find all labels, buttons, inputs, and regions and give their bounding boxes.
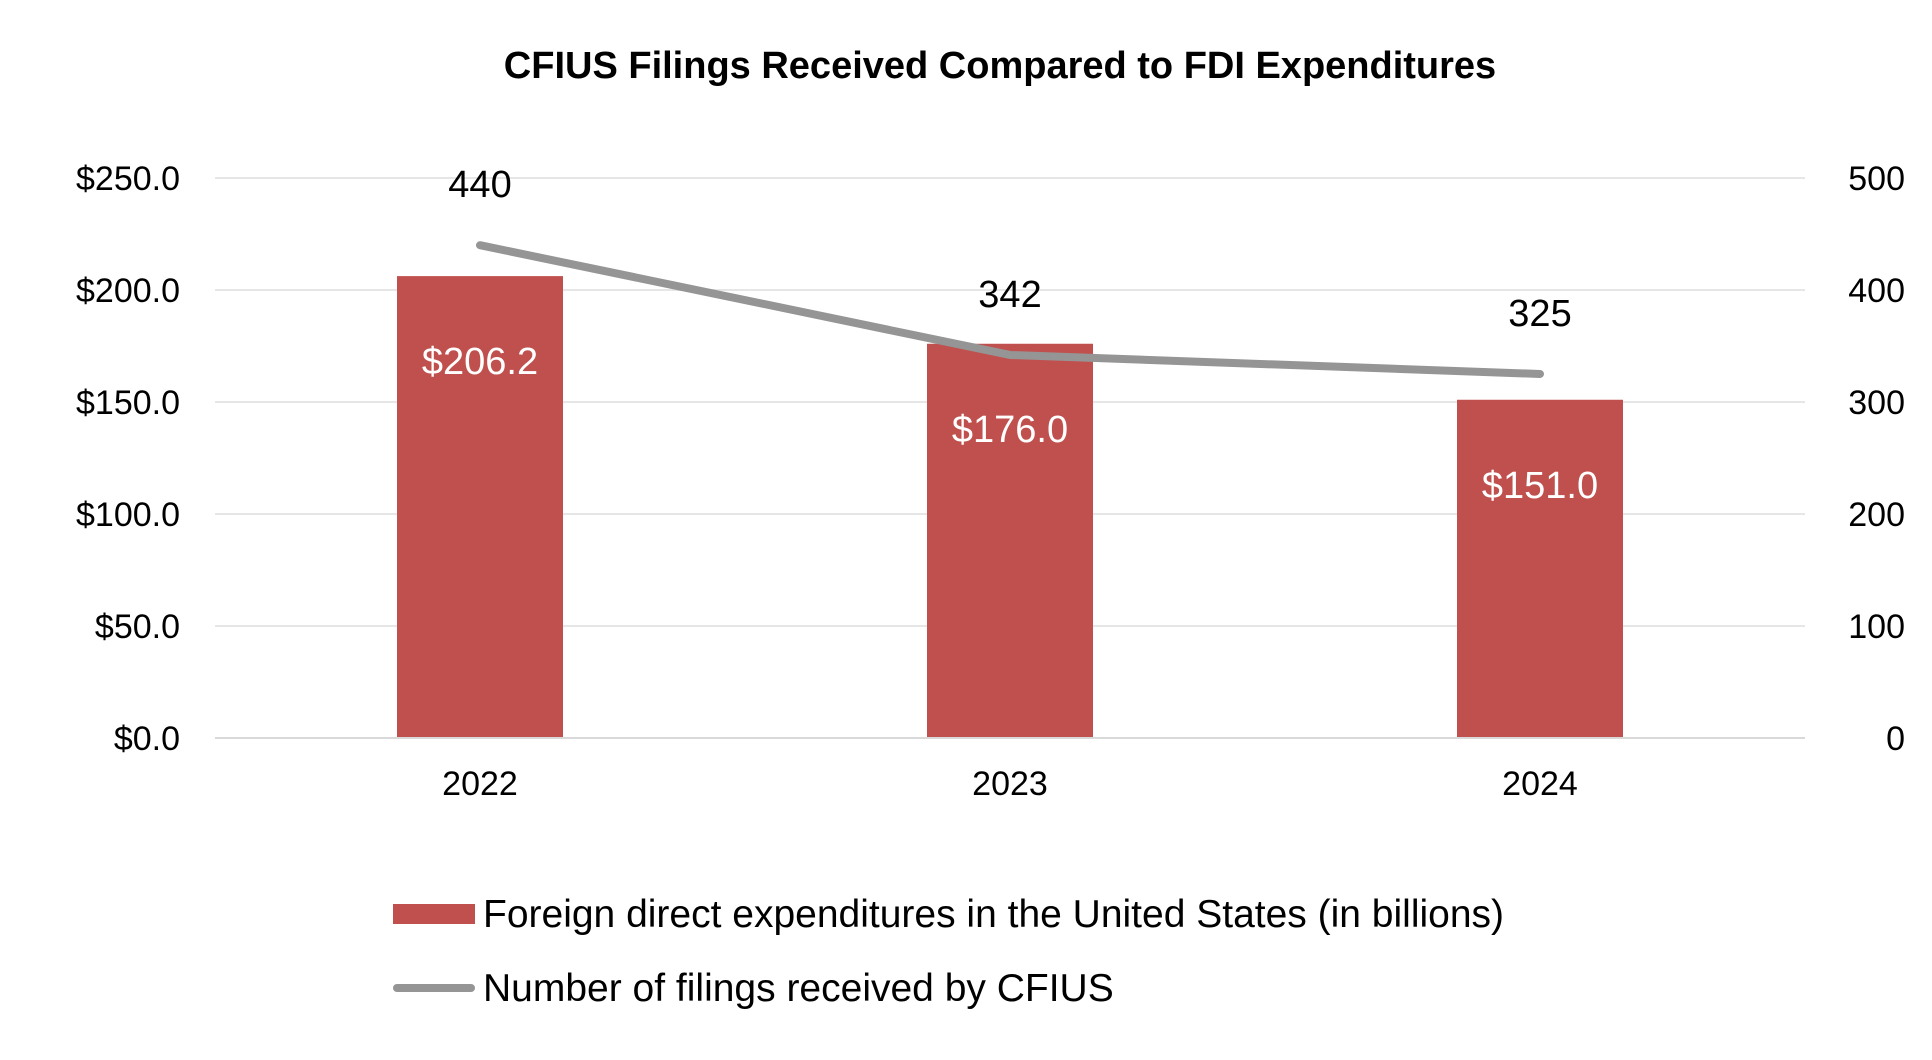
- y-left-tick-label: $150.0: [76, 384, 180, 422]
- x-tick-label: 2023: [972, 765, 1048, 803]
- bar-data-label: $206.2: [422, 341, 538, 383]
- legend: Foreign direct expenditures in the Unite…: [393, 893, 1504, 1010]
- x-tick-label: 2024: [1502, 765, 1578, 803]
- bar: [1457, 399, 1623, 738]
- x-tick-label: 2022: [442, 765, 518, 803]
- y-right-tick-label: 200: [1848, 496, 1905, 534]
- y-left-tick-label: $200.0: [76, 272, 180, 310]
- y-right-tick-label: 100: [1848, 608, 1905, 646]
- y-right-tick-label: 0: [1886, 720, 1905, 758]
- line-data-label: 342: [978, 274, 1041, 316]
- legend-swatch-bar: [393, 904, 475, 924]
- line-series: 440 342 325: [448, 164, 1572, 378]
- y-left-tick-label: $100.0: [76, 496, 180, 534]
- bar-data-label: $176.0: [952, 409, 1068, 451]
- y-left-tick-label: $250.0: [76, 160, 180, 198]
- legend-label-bar: Foreign direct expenditures in the Unite…: [483, 893, 1504, 936]
- legend-label-line: Number of filings received by CFIUS: [483, 967, 1114, 1010]
- chart-title: CFIUS Filings Received Compared to FDI E…: [504, 45, 1496, 87]
- y-left-tick-label: $50.0: [95, 608, 180, 646]
- bar: [927, 343, 1093, 738]
- axes: $0.0 $50.0 $100.0 $150.0 $200.0 $250.0 0 100 200…: [76, 160, 1905, 803]
- line-data-label: 325: [1508, 293, 1571, 335]
- y-right-tick-label: 500: [1848, 160, 1905, 198]
- y-right-tick-label: 400: [1848, 272, 1905, 310]
- bar-data-label: $151.0: [1482, 465, 1598, 507]
- y-left-tick-label: $0.0: [114, 720, 180, 758]
- line-data-label: 440: [448, 164, 511, 206]
- bar: [397, 276, 563, 738]
- y-right-tick-label: 300: [1848, 384, 1905, 422]
- bar-series: $206.2 $176.0 $151.0: [397, 276, 1623, 738]
